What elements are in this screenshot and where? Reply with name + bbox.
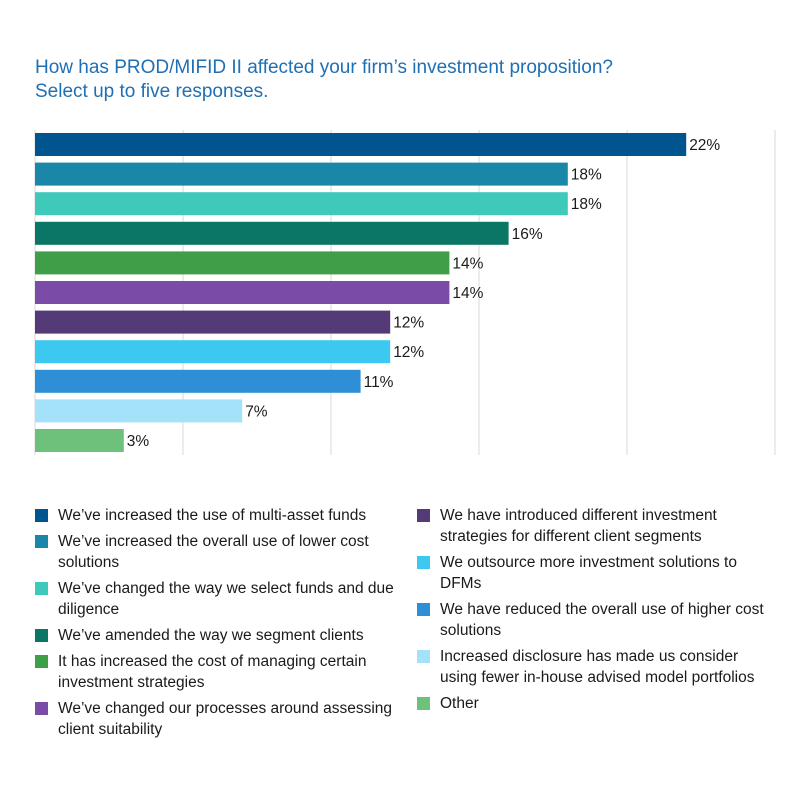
data-label: 3% bbox=[127, 433, 150, 450]
legend-label: It has increased the cost of managing ce… bbox=[58, 653, 367, 691]
data-label: 18% bbox=[571, 196, 602, 213]
legend-label: We have reduced the overall use of highe… bbox=[440, 601, 764, 639]
legend-item: We’ve amended the way we segment clients bbox=[35, 625, 405, 646]
bar bbox=[35, 133, 687, 156]
legend-label: Increased disclosure has made us conside… bbox=[440, 648, 755, 686]
legend-swatch bbox=[417, 697, 430, 710]
legend-swatch bbox=[35, 655, 48, 668]
legend-item: We’ve changed the way we select funds an… bbox=[35, 578, 405, 620]
bar-chart: 22% 18% 18% 16% 14% 14% 12% 12% 11% 7% 3% bbox=[34, 130, 776, 455]
bar bbox=[35, 221, 509, 245]
legend-item: We’ve changed our processes around asses… bbox=[35, 698, 405, 740]
legend-item: We have introduced different investment … bbox=[417, 505, 777, 547]
legend-swatch bbox=[417, 556, 430, 569]
legend-item: Increased disclosure has made us conside… bbox=[417, 646, 777, 688]
legend-item: We’ve increased the use of multi-asset f… bbox=[35, 505, 405, 526]
bar bbox=[35, 251, 450, 275]
bar bbox=[35, 340, 391, 364]
data-label: 14% bbox=[452, 255, 483, 272]
bar bbox=[35, 192, 568, 216]
legend-label: We’ve changed the way we select funds an… bbox=[58, 580, 394, 618]
legend-label: We outsource more investment solutions t… bbox=[440, 554, 737, 592]
legend-column-1: We’ve increased the use of multi-asset f… bbox=[35, 505, 405, 745]
title-line-1: How has PROD/MIFID II affected your firm… bbox=[35, 57, 613, 78]
legend-label: We’ve increased the use of multi-asset f… bbox=[58, 507, 367, 524]
bar bbox=[35, 399, 243, 423]
data-label: 7% bbox=[245, 403, 268, 420]
bar bbox=[35, 281, 450, 304]
legend-swatch bbox=[35, 535, 48, 548]
data-label: 12% bbox=[393, 315, 424, 332]
bar bbox=[35, 162, 568, 186]
legend-item: We’ve increased the overall use of lower… bbox=[35, 531, 405, 573]
legend-swatch bbox=[417, 603, 430, 616]
bar bbox=[35, 310, 391, 334]
legend-swatch bbox=[35, 629, 48, 642]
bar bbox=[35, 429, 124, 452]
data-label: 12% bbox=[393, 344, 424, 361]
data-label: 14% bbox=[452, 285, 483, 302]
bar bbox=[35, 369, 361, 393]
legend-label: We have introduced different investment … bbox=[440, 507, 717, 545]
title-line-2: Select up to five responses. bbox=[35, 81, 269, 102]
chart-title: How has PROD/MIFID II affected your firm… bbox=[35, 56, 775, 104]
legend-swatch bbox=[35, 702, 48, 715]
data-label: 22% bbox=[689, 137, 720, 154]
legend-swatch bbox=[417, 509, 430, 522]
data-label: 11% bbox=[364, 374, 394, 391]
data-label: 16% bbox=[512, 226, 543, 243]
legend-item: It has increased the cost of managing ce… bbox=[35, 651, 405, 693]
legend-label: We’ve increased the overall use of lower… bbox=[58, 533, 369, 571]
legend-swatch bbox=[417, 650, 430, 663]
legend-label: We’ve changed our processes around asses… bbox=[58, 700, 393, 738]
legend-item: We outsource more investment solutions t… bbox=[417, 552, 777, 594]
legend-label: Other bbox=[440, 695, 479, 712]
legend-item: Other bbox=[417, 693, 777, 714]
legend-label: We’ve amended the way we segment clients bbox=[58, 627, 364, 644]
legend-item: We have reduced the overall use of highe… bbox=[417, 599, 777, 641]
legend-swatch bbox=[35, 582, 48, 595]
legend-column-2: We have introduced different investment … bbox=[417, 505, 777, 719]
legend-swatch bbox=[35, 509, 48, 522]
data-label: 18% bbox=[571, 167, 602, 184]
